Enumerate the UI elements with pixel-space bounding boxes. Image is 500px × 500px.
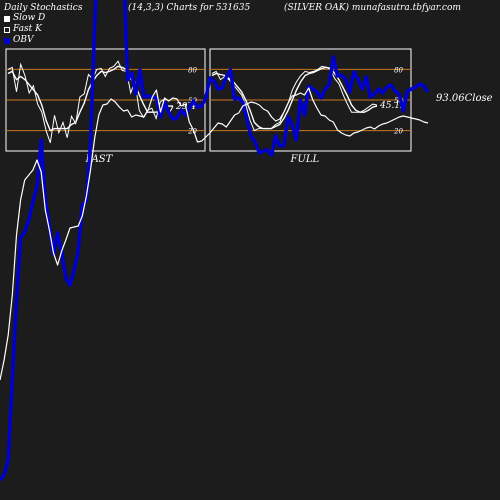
chart-params: (14,3,3) Charts for 531635 bbox=[128, 3, 251, 13]
legend-label-obv: OBV bbox=[13, 35, 34, 45]
legend-label-slow-d: Slow D bbox=[13, 13, 46, 23]
slow-d-swatch-icon bbox=[4, 15, 10, 22]
fast-series-slow-d bbox=[7, 65, 173, 132]
main-series-obv bbox=[0, 0, 430, 482]
chart-title: Daily Stochastics bbox=[4, 3, 83, 13]
obv-price-panel: 93.06Close bbox=[0, 0, 493, 482]
fast-k-swatch-icon bbox=[4, 26, 10, 33]
full-panel-label: FULL bbox=[290, 154, 320, 165]
legend-item-fast-k: Fast K bbox=[4, 24, 45, 35]
full-tick-label: 20 bbox=[393, 128, 403, 136]
legend: Slow D Fast K OBV bbox=[4, 13, 45, 46]
main-series-close bbox=[0, 87, 429, 381]
fast-panel-label: FAST bbox=[85, 154, 114, 165]
full-tick-label: 50 bbox=[394, 97, 403, 105]
close-value-label: 93.06Close bbox=[436, 93, 493, 104]
full-stochastic-panel: 80 50 20 45.12 FULL bbox=[209, 48, 412, 165]
fast-tick-label: 20 bbox=[187, 128, 197, 136]
fast-tick-label: 80 bbox=[188, 66, 197, 74]
legend-item-obv: OBV bbox=[4, 35, 45, 46]
obv-swatch-icon bbox=[4, 37, 10, 44]
legend-label-fast-k: Fast K bbox=[13, 24, 42, 34]
full-series-fast-k bbox=[211, 65, 378, 132]
company-label: (SILVER OAK) munafasutra.tbfyar.com bbox=[284, 3, 461, 13]
legend-item-slow-d: Slow D bbox=[4, 13, 45, 24]
full-last-value-label: 45.12 bbox=[379, 101, 406, 111]
full-tick-label: 80 bbox=[394, 66, 403, 74]
